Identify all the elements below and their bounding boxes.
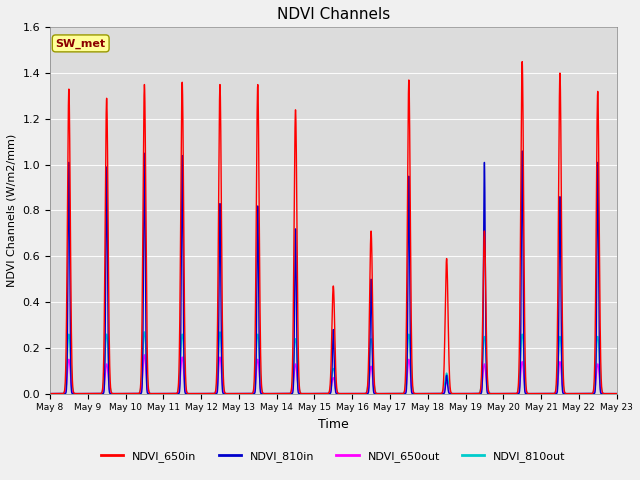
NDVI_650in <box>460 391 468 396</box>
NDVI_810in <box>612 391 620 396</box>
NDVI_810in <box>46 391 54 396</box>
NDVI_810in <box>518 148 526 154</box>
NDVI_650in <box>612 391 620 396</box>
Line: NDVI_810out: NDVI_810out <box>50 332 616 394</box>
NDVI_810in <box>589 391 596 396</box>
NDVI_650out <box>589 391 596 396</box>
NDVI_810in <box>314 391 322 396</box>
NDVI_650in <box>476 389 484 395</box>
X-axis label: Time: Time <box>318 418 349 431</box>
NDVI_650out <box>582 391 589 396</box>
NDVI_810out <box>239 391 246 396</box>
NDVI_810in <box>460 391 468 396</box>
NDVI_650in <box>348 391 356 396</box>
NDVI_650out <box>46 391 54 396</box>
NDVI_650in <box>582 391 590 396</box>
NDVI_810out <box>46 391 54 396</box>
Line: NDVI_650in: NDVI_650in <box>50 61 616 394</box>
NDVI_650in <box>46 391 54 396</box>
NDVI_650in <box>518 59 526 64</box>
NDVI_810in <box>239 391 246 396</box>
NDVI_810out <box>460 391 468 396</box>
NDVI_650in <box>589 390 596 396</box>
NDVI_650out <box>314 391 322 396</box>
NDVI_650in <box>314 391 322 396</box>
NDVI_810in <box>476 391 484 396</box>
NDVI_810out <box>612 391 620 396</box>
NDVI_810in <box>424 391 431 396</box>
NDVI_810out <box>589 390 596 396</box>
NDVI_650out <box>612 391 620 396</box>
NDVI_650out <box>476 390 484 396</box>
NDVI_810out <box>141 329 148 335</box>
NDVI_650out <box>141 352 148 358</box>
NDVI_810out <box>582 391 589 396</box>
Line: NDVI_650out: NDVI_650out <box>50 355 616 394</box>
NDVI_810out <box>314 391 322 396</box>
Line: NDVI_810in: NDVI_810in <box>50 151 616 394</box>
Title: NDVI Channels: NDVI Channels <box>276 7 390 22</box>
Text: SW_met: SW_met <box>56 38 106 48</box>
Legend: NDVI_650in, NDVI_810in, NDVI_650out, NDVI_810out: NDVI_650in, NDVI_810in, NDVI_650out, NDV… <box>97 447 570 467</box>
NDVI_650in <box>239 391 246 396</box>
Y-axis label: NDVI Channels (W/m2/mm): NDVI Channels (W/m2/mm) <box>7 134 17 287</box>
NDVI_810in <box>582 391 590 396</box>
NDVI_650out <box>239 391 246 396</box>
NDVI_650out <box>460 391 468 396</box>
NDVI_810out <box>476 388 484 394</box>
